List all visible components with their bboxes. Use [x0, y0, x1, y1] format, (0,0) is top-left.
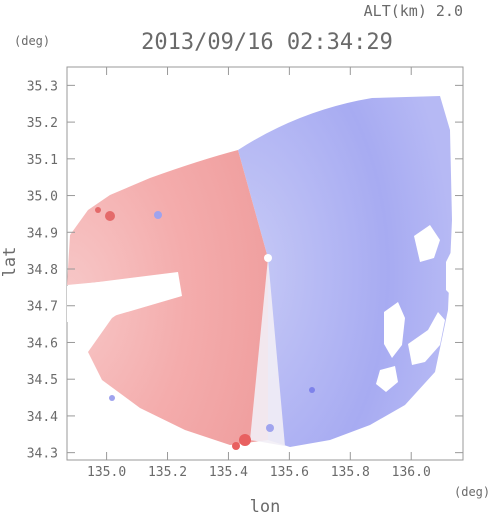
- x-axis-ticks: 135.0 135.2 135.4 135.6 135.8 136.0: [87, 67, 431, 480]
- lat-unit-label: (deg): [14, 34, 50, 48]
- data-gap: [408, 312, 445, 365]
- y-tick-label: 34.5: [27, 373, 58, 388]
- radar-site-marker: [264, 254, 272, 262]
- speckle: [95, 207, 101, 213]
- x-tick-label: 135.2: [148, 465, 187, 480]
- y-tick-label: 34.9: [27, 226, 58, 241]
- x-tick-label: 135.6: [270, 465, 309, 480]
- y-tick-label: 35.0: [27, 190, 58, 205]
- y-tick-label: 34.6: [27, 336, 58, 351]
- speckle: [154, 211, 162, 219]
- y-tick-label: 34.8: [27, 263, 58, 278]
- speckle: [105, 211, 115, 221]
- approaching-sector: [238, 96, 452, 447]
- x-tick-label: 135.8: [331, 465, 370, 480]
- speckle: [232, 442, 240, 450]
- y-tick-label: 34.4: [27, 410, 58, 425]
- y-axis-label: lat: [0, 247, 20, 278]
- velocity-field: [67, 96, 452, 450]
- y-tick-label: 34.3: [27, 447, 58, 462]
- x-tick-label: 135.0: [87, 465, 126, 480]
- data-gap: [414, 225, 440, 262]
- speckle: [109, 395, 115, 401]
- y-axis-ticks: 34.3 34.4 34.5 34.6 34.7 34.8 34.9 35.0 35.1 35.2…: [27, 79, 463, 462]
- speckle: [266, 424, 274, 432]
- zero-velocity-band: [250, 258, 285, 446]
- blocked-notch: [67, 272, 182, 322]
- y-tick-label: 35.1: [27, 153, 58, 168]
- speckle: [309, 387, 315, 393]
- lon-unit-label: (deg): [454, 485, 490, 499]
- x-axis-label: lon: [250, 497, 281, 517]
- y-tick-label: 35.3: [27, 79, 58, 94]
- data-gap: [384, 302, 405, 358]
- data-gap: [376, 366, 398, 392]
- data-gap: [446, 250, 452, 296]
- y-tick-label: 34.7: [27, 300, 58, 315]
- speckle: [239, 434, 251, 446]
- x-tick-label: 135.4: [209, 465, 248, 480]
- chart-title: 2013/09/16 02:34:29: [141, 30, 393, 55]
- y-tick-label: 35.2: [27, 116, 58, 131]
- x-tick-label: 136.0: [392, 465, 431, 480]
- altitude-label: ALT(km) 2.0: [364, 2, 463, 20]
